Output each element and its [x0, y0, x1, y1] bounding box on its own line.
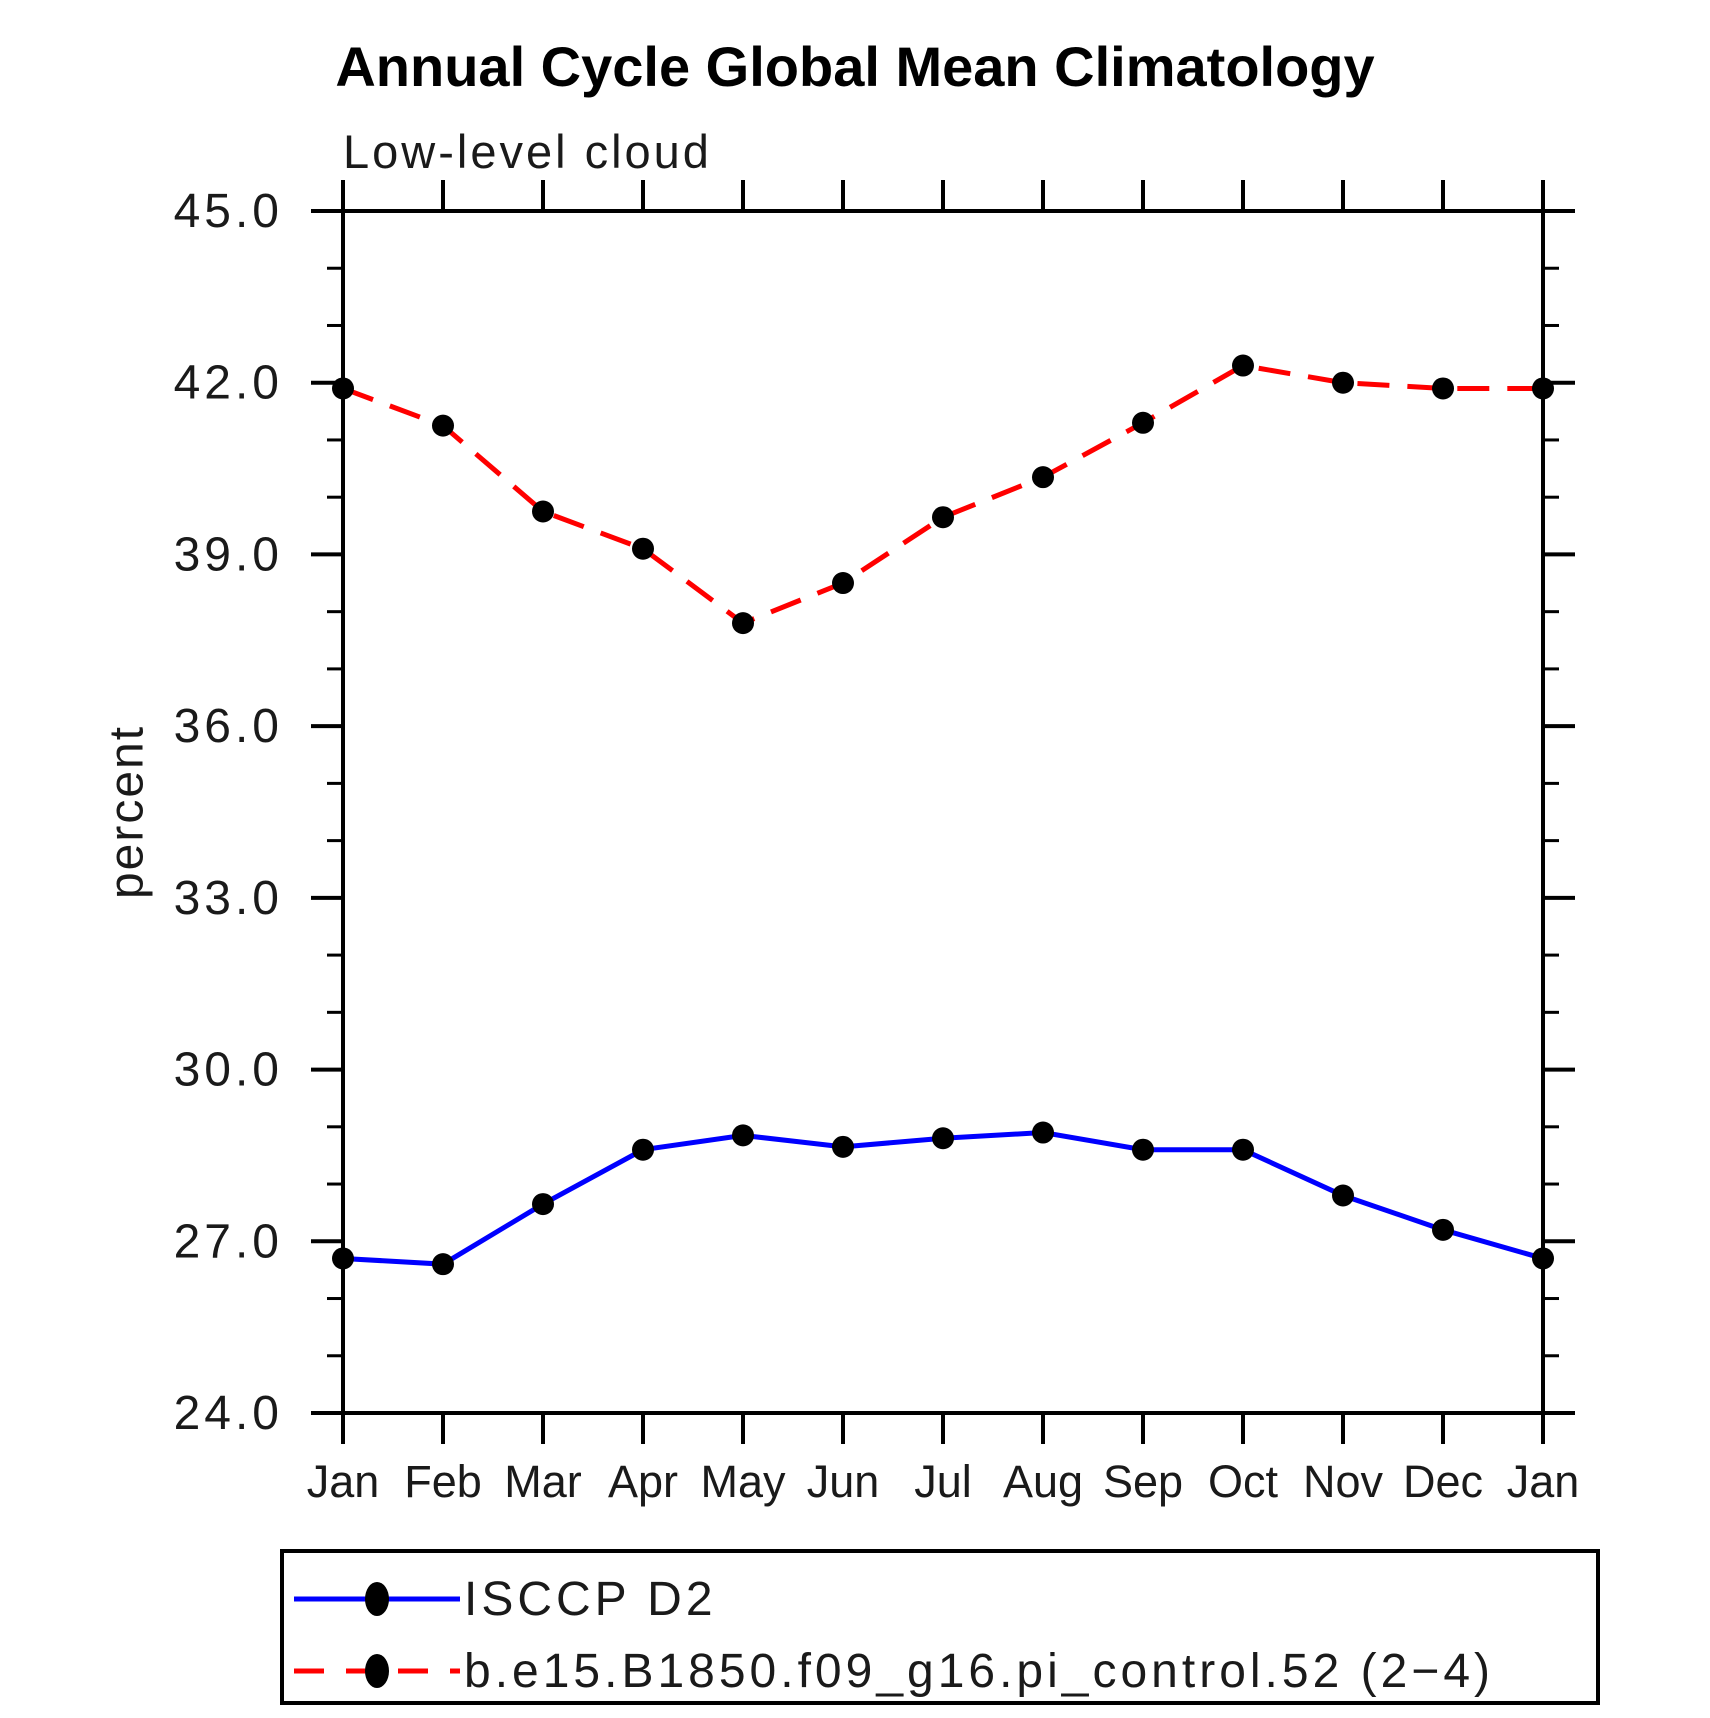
data-point-marker-0	[1432, 1218, 1454, 1241]
x-tick-label: Aug	[1003, 1456, 1083, 1507]
data-point-marker-0	[1332, 1184, 1354, 1207]
x-tick-label: Jun	[807, 1456, 880, 1507]
data-point-marker-1	[1132, 411, 1154, 434]
data-point-marker-0	[1032, 1121, 1054, 1144]
data-point-marker-1	[532, 500, 554, 523]
data-point-marker-0	[332, 1247, 354, 1270]
y-tick-label: 33.0	[174, 872, 283, 925]
legend-marker-icon	[365, 1582, 389, 1616]
chart-subtitle: Low-level cloud	[343, 125, 712, 178]
solid-line-sample-icon	[294, 1582, 460, 1616]
x-tick-label: Sep	[1103, 1456, 1183, 1507]
data-point-marker-1	[832, 572, 854, 595]
x-tick-label: Oct	[1208, 1456, 1279, 1507]
data-point-marker-0	[932, 1127, 954, 1150]
plot-frame	[341, 209, 1545, 1415]
data-point-marker-0	[1232, 1138, 1254, 1161]
x-tick-label: Mar	[504, 1456, 582, 1507]
data-point-marker-0	[832, 1135, 854, 1158]
data-point-marker-1	[932, 506, 954, 529]
data-point-marker-1	[632, 537, 654, 560]
y-tick-label: 39.0	[174, 528, 283, 581]
legend-label: b.e15.B1850.f09_g16.pi_control.52 (2−4)	[464, 1644, 1495, 1698]
y-tick-label: 42.0	[174, 357, 283, 410]
data-point-marker-0	[1132, 1138, 1154, 1161]
data-point-marker-0	[432, 1253, 454, 1276]
y-tick-label: 30.0	[174, 1044, 283, 1097]
data-point-marker-0	[1532, 1247, 1554, 1270]
data-point-marker-0	[532, 1193, 554, 1216]
series-line-0	[342, 1130, 1544, 1267]
legend: ISCCP D2 b.e15.B1850.f09_g16.pi_control.…	[280, 1549, 1600, 1705]
legend-marker-icon	[365, 1654, 389, 1688]
legend-entry-model: b.e15.B1850.f09_g16.pi_control.52 (2−4)	[292, 1645, 1494, 1698]
legend-entry-isccp: ISCCP D2	[292, 1573, 717, 1626]
data-point-marker-1	[432, 414, 454, 437]
data-point-marker-1	[1032, 466, 1054, 489]
series-line-1	[342, 362, 1543, 626]
y-tick-label: 45.0	[174, 185, 283, 238]
x-tick-label: Apr	[608, 1456, 678, 1507]
x-tick-label: Jan	[1507, 1456, 1580, 1507]
x-tick-label: Jul	[914, 1456, 972, 1507]
data-point-marker-0	[732, 1124, 754, 1147]
x-tick-label: May	[700, 1456, 786, 1507]
legend-label: ISCCP D2	[464, 1572, 717, 1626]
data-point-marker-1	[1432, 377, 1454, 400]
dashed-line-sample-icon	[294, 1654, 460, 1688]
data-point-marker-1	[1332, 371, 1354, 394]
x-tick-label: Dec	[1403, 1456, 1483, 1507]
y-tick-label: 24.0	[174, 1387, 283, 1440]
data-point-marker-1	[732, 612, 754, 635]
data-point-marker-1	[1532, 377, 1554, 400]
x-tick-label: Feb	[404, 1456, 482, 1507]
data-point-marker-1	[332, 377, 354, 400]
data-point-marker-1	[1232, 354, 1254, 377]
chart-title: Annual Cycle Global Mean Climatology	[335, 35, 1375, 98]
y-tick-label: 36.0	[174, 700, 283, 753]
x-tick-label: Jan	[307, 1456, 380, 1507]
data-point-marker-0	[632, 1138, 654, 1161]
y-tick-label: 27.0	[174, 1215, 283, 1268]
x-tick-label: Nov	[1303, 1456, 1384, 1507]
